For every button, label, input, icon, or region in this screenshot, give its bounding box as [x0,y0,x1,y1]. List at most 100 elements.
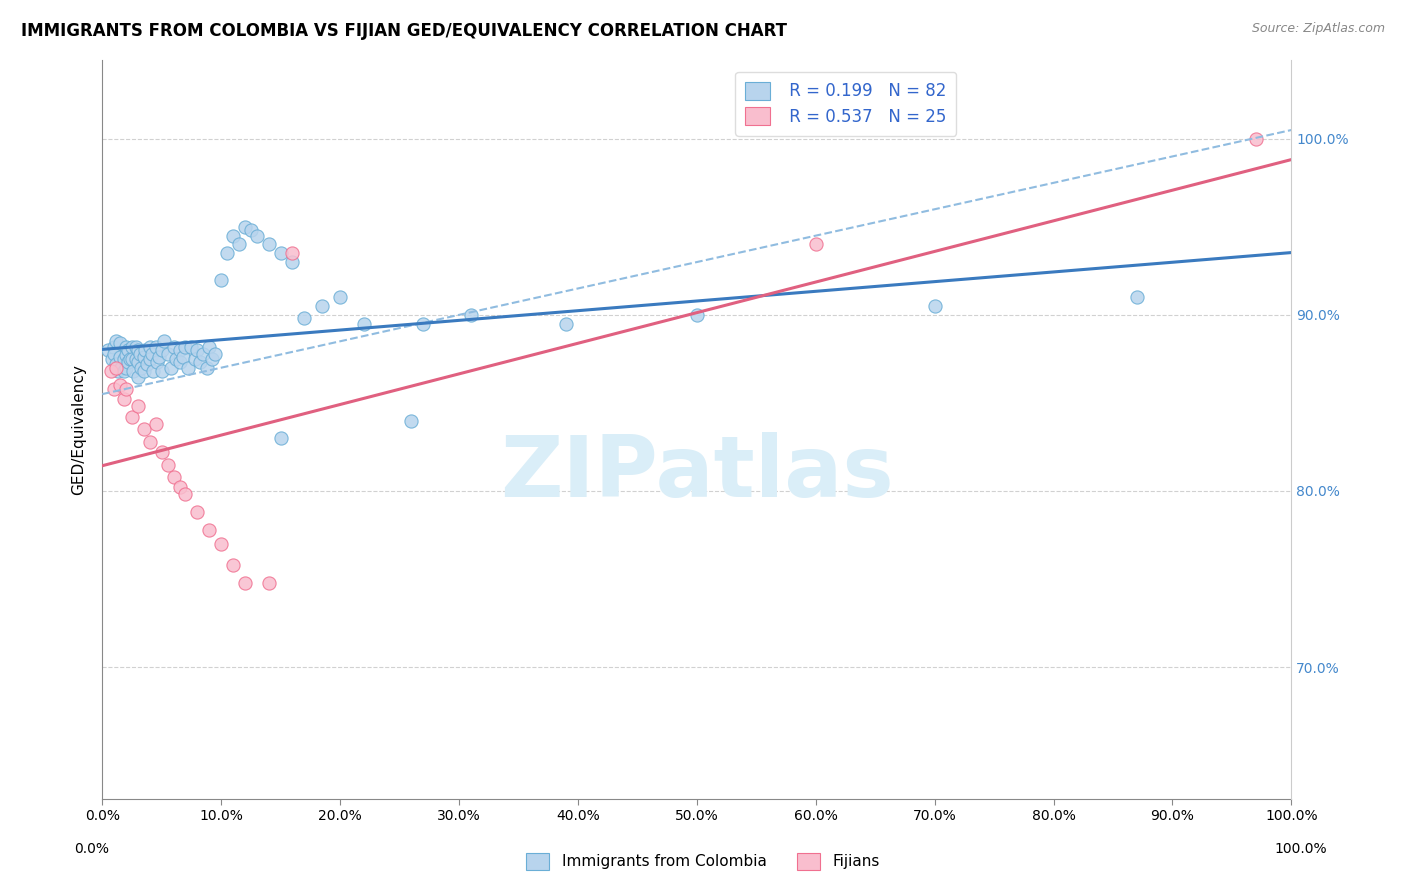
Y-axis label: GED/Equivalency: GED/Equivalency [72,364,86,495]
Point [97,343,120,357]
Point [129,346,152,360]
Point [165,351,187,366]
Point [108,336,131,351]
Point [401,413,423,427]
Point [103,382,125,396]
Point [108,378,131,392]
Point [239,223,262,237]
Point [195,360,218,375]
Point [136,357,159,371]
Point [122,364,145,378]
Point [132,422,155,436]
Point [118,351,141,366]
Point [132,350,155,364]
Point [209,273,232,287]
Point [924,299,946,313]
Point [270,246,292,260]
Point [150,343,173,357]
Point [142,364,165,378]
Point [281,246,304,260]
Point [117,343,139,357]
Point [153,334,176,349]
Text: 100.0%: 100.0% [1274,842,1327,856]
Point [184,351,207,366]
Point [329,290,352,304]
Point [103,340,125,354]
Point [132,364,155,378]
Point [100,364,122,378]
Point [174,340,197,354]
Point [105,334,128,349]
Point [186,343,208,357]
Point [177,360,200,375]
Point [145,417,167,431]
Point [201,351,224,366]
Point [105,357,128,371]
Point [139,340,162,354]
Point [228,237,250,252]
Point [270,431,292,445]
Point [193,346,215,360]
Point [222,228,245,243]
Point [134,343,156,357]
Point [292,311,315,326]
Point [169,480,191,494]
Point [804,237,827,252]
Point [127,355,149,369]
Point [172,350,194,364]
Point [198,340,221,354]
Point [233,219,256,234]
Text: 0.0%: 0.0% [75,842,108,856]
Point [174,487,197,501]
Point [127,343,149,357]
Point [115,382,138,396]
Point [110,360,132,375]
Point [555,317,578,331]
Point [124,340,146,354]
Point [246,228,269,243]
Point [162,340,184,354]
Point [162,470,184,484]
Point [217,246,239,260]
Point [1244,132,1267,146]
Point [150,364,173,378]
Point [150,445,173,459]
Point [112,351,135,366]
Point [180,340,202,354]
Point [105,360,128,375]
Point [100,351,122,366]
Point [131,360,153,375]
Point [127,369,149,384]
Point [145,340,167,354]
Text: Source: ZipAtlas.com: Source: ZipAtlas.com [1251,22,1385,36]
Point [146,355,169,369]
Point [121,351,143,366]
Point [107,364,129,378]
Point [121,340,143,354]
Text: ZIPatlas: ZIPatlas [501,433,894,516]
Point [148,350,170,364]
Point [257,575,280,590]
Point [198,523,221,537]
Point [103,346,125,360]
Point [412,317,434,331]
Legend:  R = 0.199   N = 82,  R = 0.537   N = 25: R = 0.199 N = 82, R = 0.537 N = 25 [735,71,956,136]
Point [311,299,333,313]
Point [156,346,179,360]
Point [686,308,709,322]
Point [186,505,208,519]
Point [209,537,232,551]
Point [169,355,191,369]
Point [257,237,280,252]
Point [156,458,179,472]
Point [115,348,138,362]
Point [141,346,163,360]
Point [108,350,131,364]
Point [188,355,211,369]
Point [124,351,146,366]
Point [222,558,245,572]
Point [281,255,304,269]
Point [115,340,138,354]
Point [112,392,135,407]
Point [139,351,162,366]
